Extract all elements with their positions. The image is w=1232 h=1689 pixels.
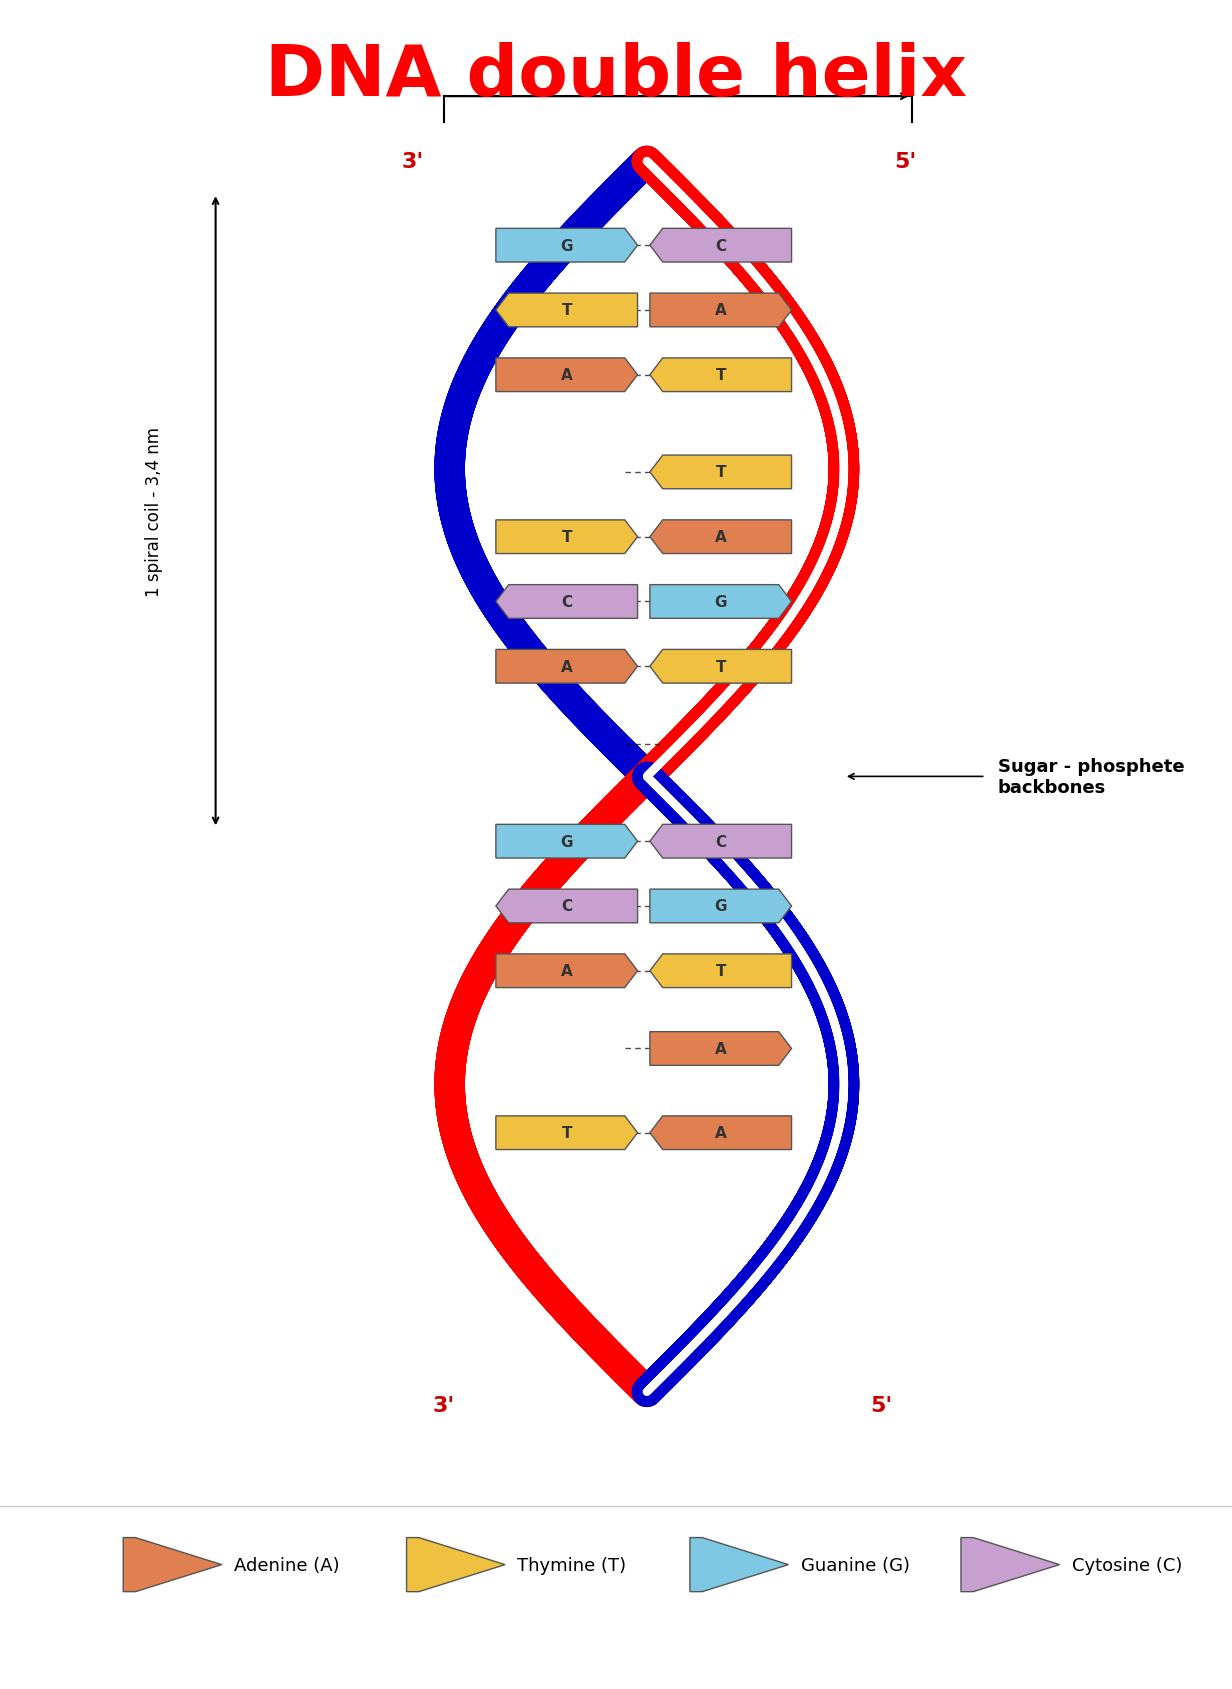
Polygon shape bbox=[650, 520, 792, 554]
Polygon shape bbox=[495, 520, 638, 554]
Text: T: T bbox=[562, 530, 572, 546]
Polygon shape bbox=[123, 1537, 222, 1591]
Polygon shape bbox=[495, 824, 638, 858]
Polygon shape bbox=[650, 1032, 792, 1066]
Text: C: C bbox=[561, 899, 573, 914]
Text: 3': 3' bbox=[432, 1395, 455, 1415]
Text: C: C bbox=[715, 834, 727, 850]
Text: 5': 5' bbox=[894, 152, 917, 172]
Polygon shape bbox=[650, 954, 792, 988]
Polygon shape bbox=[495, 230, 638, 263]
Polygon shape bbox=[495, 1116, 638, 1150]
Text: Cytosine (C): Cytosine (C) bbox=[1072, 1556, 1183, 1574]
Polygon shape bbox=[495, 890, 638, 924]
Text: Guanine (G): Guanine (G) bbox=[801, 1556, 909, 1574]
Text: 3': 3' bbox=[402, 152, 424, 172]
Polygon shape bbox=[650, 650, 792, 684]
Text: A: A bbox=[561, 659, 573, 674]
Text: C: C bbox=[561, 595, 573, 610]
Polygon shape bbox=[495, 358, 638, 392]
Polygon shape bbox=[650, 1116, 792, 1150]
Text: A: A bbox=[715, 530, 727, 546]
Text: G: G bbox=[561, 834, 573, 850]
Text: Sugar - phosphete
backbones: Sugar - phosphete backbones bbox=[998, 758, 1184, 796]
Polygon shape bbox=[690, 1537, 788, 1591]
Text: ID 124622042 © Vitalii Zhurakovskyi: ID 124622042 © Vitalii Zhurakovskyi bbox=[913, 1648, 1195, 1662]
Text: A: A bbox=[715, 1042, 727, 1056]
Text: DNA double helix: DNA double helix bbox=[265, 42, 967, 110]
Polygon shape bbox=[650, 824, 792, 858]
Text: T: T bbox=[716, 964, 726, 978]
Polygon shape bbox=[650, 358, 792, 392]
Polygon shape bbox=[650, 456, 792, 490]
Polygon shape bbox=[407, 1537, 505, 1591]
Text: G: G bbox=[715, 595, 727, 610]
Text: T: T bbox=[716, 659, 726, 674]
Text: G: G bbox=[561, 238, 573, 253]
Text: T: T bbox=[716, 368, 726, 383]
Polygon shape bbox=[650, 230, 792, 263]
Text: C: C bbox=[715, 238, 727, 253]
Polygon shape bbox=[650, 890, 792, 924]
Text: 1 spiral coil - 3,4 nm: 1 spiral coil - 3,4 nm bbox=[145, 427, 163, 596]
Text: A: A bbox=[561, 964, 573, 978]
Text: G: G bbox=[715, 899, 727, 914]
Text: A: A bbox=[715, 1125, 727, 1140]
Text: T: T bbox=[716, 464, 726, 480]
Text: T: T bbox=[562, 1125, 572, 1140]
Polygon shape bbox=[495, 954, 638, 988]
Polygon shape bbox=[961, 1537, 1060, 1591]
Polygon shape bbox=[495, 294, 638, 328]
Text: A: A bbox=[561, 368, 573, 383]
Polygon shape bbox=[495, 650, 638, 684]
Text: Adenine (A): Adenine (A) bbox=[234, 1556, 340, 1574]
Polygon shape bbox=[495, 586, 638, 618]
Polygon shape bbox=[650, 294, 792, 328]
Text: T: T bbox=[562, 304, 572, 318]
Text: Thymine (T): Thymine (T) bbox=[517, 1556, 627, 1574]
Text: 5': 5' bbox=[870, 1395, 892, 1415]
Text: A: A bbox=[715, 304, 727, 318]
Text: dreamstime.com: dreamstime.com bbox=[37, 1648, 166, 1662]
Polygon shape bbox=[650, 586, 792, 618]
